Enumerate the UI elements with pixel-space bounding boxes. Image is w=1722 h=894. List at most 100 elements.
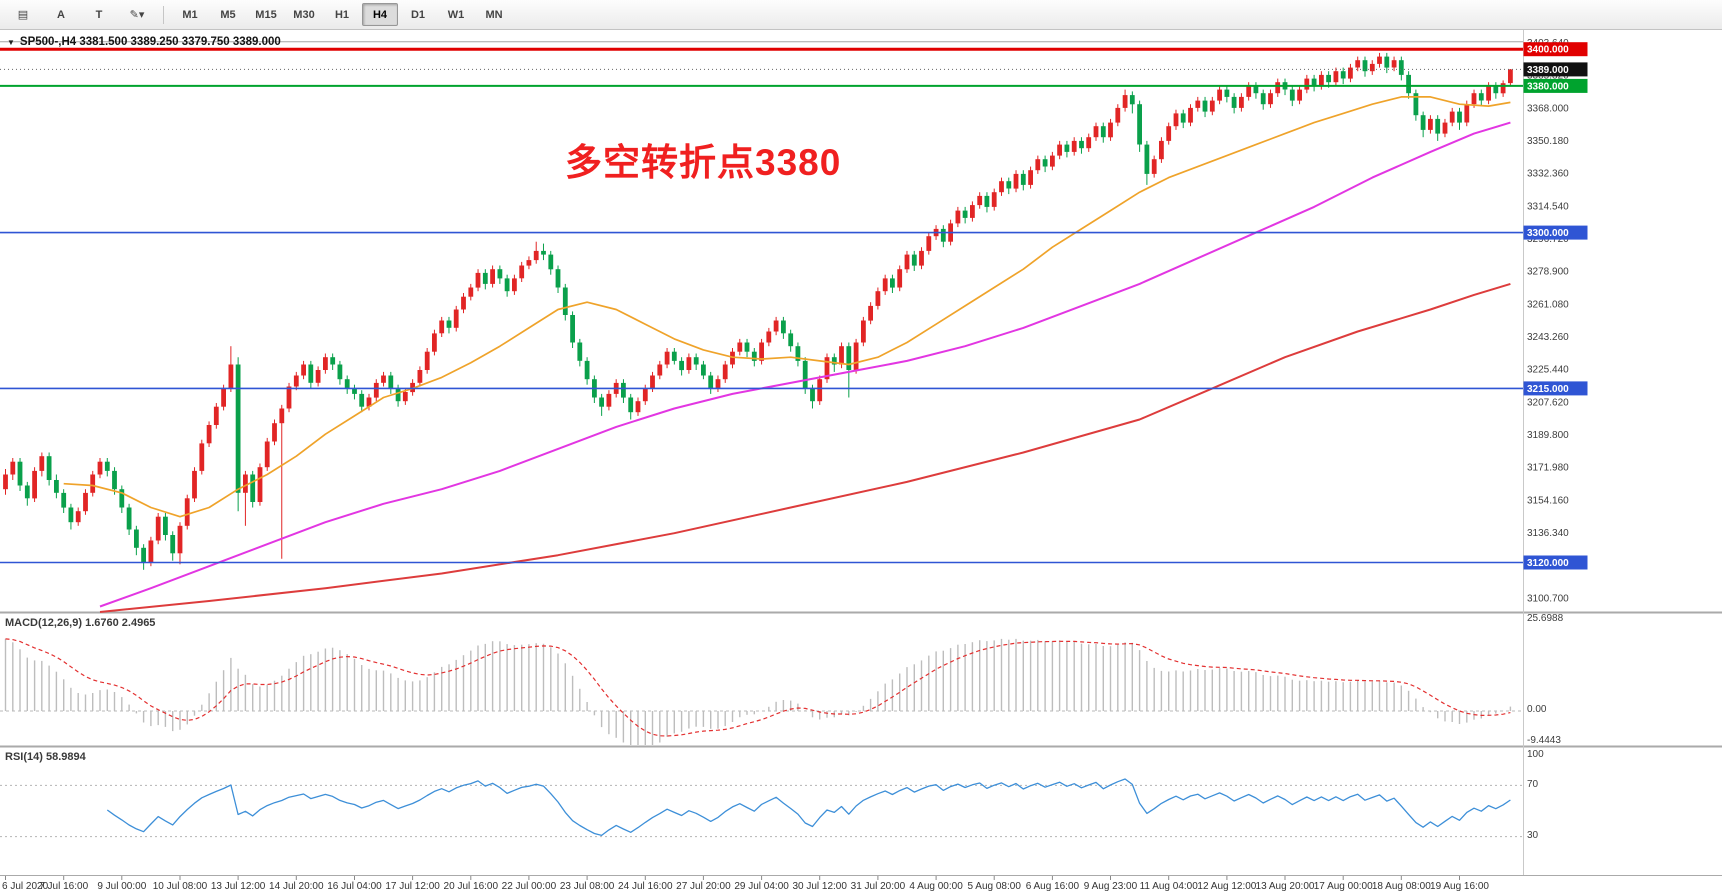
candle[interactable]: [868, 302, 873, 325]
candle[interactable]: [1217, 85, 1222, 105]
candle[interactable]: [381, 371, 386, 387]
candle[interactable]: [1202, 96, 1208, 118]
candle[interactable]: [1355, 56, 1361, 72]
timeframe-W1[interactable]: W1: [447, 8, 465, 21]
candle[interactable]: [1384, 52, 1390, 74]
candle[interactable]: [61, 489, 67, 513]
candle[interactable]: [1348, 63, 1353, 83]
candle[interactable]: [970, 201, 975, 222]
candle[interactable]: [730, 348, 735, 369]
candle[interactable]: [824, 353, 830, 383]
candle[interactable]: [1398, 56, 1404, 81]
timeframe-MN[interactable]: MN: [485, 8, 503, 21]
candle[interactable]: [32, 467, 37, 502]
candle[interactable]: [693, 353, 699, 371]
candle[interactable]: [1500, 80, 1506, 97]
candle[interactable]: [577, 338, 583, 367]
candle[interactable]: [795, 342, 801, 367]
candle[interactable]: [228, 346, 234, 392]
candle[interactable]: [1006, 177, 1012, 195]
candle[interactable]: [177, 522, 183, 565]
candle[interactable]: [344, 375, 350, 394]
candle[interactable]: [1195, 96, 1201, 112]
candle[interactable]: [163, 513, 168, 541]
candle[interactable]: [737, 338, 743, 356]
candle[interactable]: [1093, 122, 1099, 141]
candle[interactable]: [890, 274, 895, 293]
candle[interactable]: [301, 360, 306, 380]
candle[interactable]: [592, 375, 597, 404]
candle[interactable]: [235, 357, 241, 512]
candle[interactable]: [1304, 74, 1310, 94]
candle[interactable]: [1268, 89, 1273, 108]
candle[interactable]: [1173, 109, 1179, 130]
candle[interactable]: [1035, 155, 1041, 174]
candle[interactable]: [293, 371, 299, 391]
candle[interactable]: [846, 342, 852, 398]
text-tool-button[interactable]: T: [95, 8, 103, 21]
candle[interactable]: [926, 232, 932, 255]
candle[interactable]: [439, 316, 445, 337]
candle[interactable]: [97, 458, 103, 479]
candle[interactable]: [373, 379, 379, 402]
candle[interactable]: [417, 366, 423, 387]
candle[interactable]: [24, 481, 30, 506]
chart-annotation-text[interactable]: 多空转折点3380: [565, 142, 842, 183]
candle[interactable]: [272, 419, 277, 446]
candle[interactable]: [1151, 155, 1157, 178]
candle[interactable]: [3, 469, 8, 495]
candle[interactable]: [1260, 89, 1266, 110]
candle[interactable]: [548, 250, 554, 275]
candle[interactable]: [977, 192, 983, 209]
timeframe-H4[interactable]: H4: [362, 3, 398, 26]
candle[interactable]: [751, 348, 757, 367]
candle[interactable]: [315, 366, 321, 387]
candle[interactable]: [243, 470, 248, 526]
candle[interactable]: [1166, 122, 1172, 145]
candle[interactable]: [911, 250, 917, 271]
candle[interactable]: [722, 360, 728, 383]
candle[interactable]: [1413, 89, 1419, 121]
candle[interactable]: [1209, 96, 1215, 116]
candle[interactable]: [1333, 67, 1339, 86]
timeframe-D1[interactable]: D1: [410, 8, 426, 21]
candle[interactable]: [526, 256, 532, 270]
candle[interactable]: [337, 360, 343, 385]
candle[interactable]: [17, 458, 23, 491]
candle[interactable]: [744, 338, 750, 358]
candle[interactable]: [1275, 78, 1281, 97]
candle[interactable]: [701, 360, 706, 380]
candle[interactable]: [715, 375, 721, 393]
candle[interactable]: [490, 265, 495, 288]
candle[interactable]: [1100, 122, 1106, 143]
candle[interactable]: [1508, 69, 1513, 87]
candle[interactable]: [184, 494, 190, 530]
candle[interactable]: [75, 507, 81, 526]
candle[interactable]: [257, 463, 263, 506]
candle[interactable]: [1180, 109, 1186, 129]
candle[interactable]: [621, 379, 626, 403]
candle[interactable]: [199, 439, 205, 475]
candle[interactable]: [1042, 155, 1048, 173]
candle[interactable]: [1064, 140, 1070, 158]
candle[interactable]: [1457, 107, 1462, 130]
candle[interactable]: [1013, 170, 1019, 193]
candle[interactable]: [882, 274, 888, 295]
candle[interactable]: [853, 338, 859, 374]
timeframe-H1[interactable]: H1: [334, 8, 350, 21]
candle[interactable]: [1122, 89, 1128, 112]
candle[interactable]: [788, 329, 794, 352]
candle[interactable]: [1391, 56, 1397, 72]
candle[interactable]: [962, 206, 968, 224]
candle[interactable]: [1239, 93, 1244, 112]
candle[interactable]: [1253, 82, 1259, 99]
candle[interactable]: [1340, 67, 1346, 85]
candle[interactable]: [897, 265, 903, 292]
candle[interactable]: [1108, 118, 1113, 141]
candle[interactable]: [555, 265, 561, 294]
ma-slow-line[interactable]: [99, 282, 1511, 613]
candle[interactable]: [359, 390, 365, 413]
candle[interactable]: [599, 393, 604, 416]
candle[interactable]: [10, 458, 16, 480]
